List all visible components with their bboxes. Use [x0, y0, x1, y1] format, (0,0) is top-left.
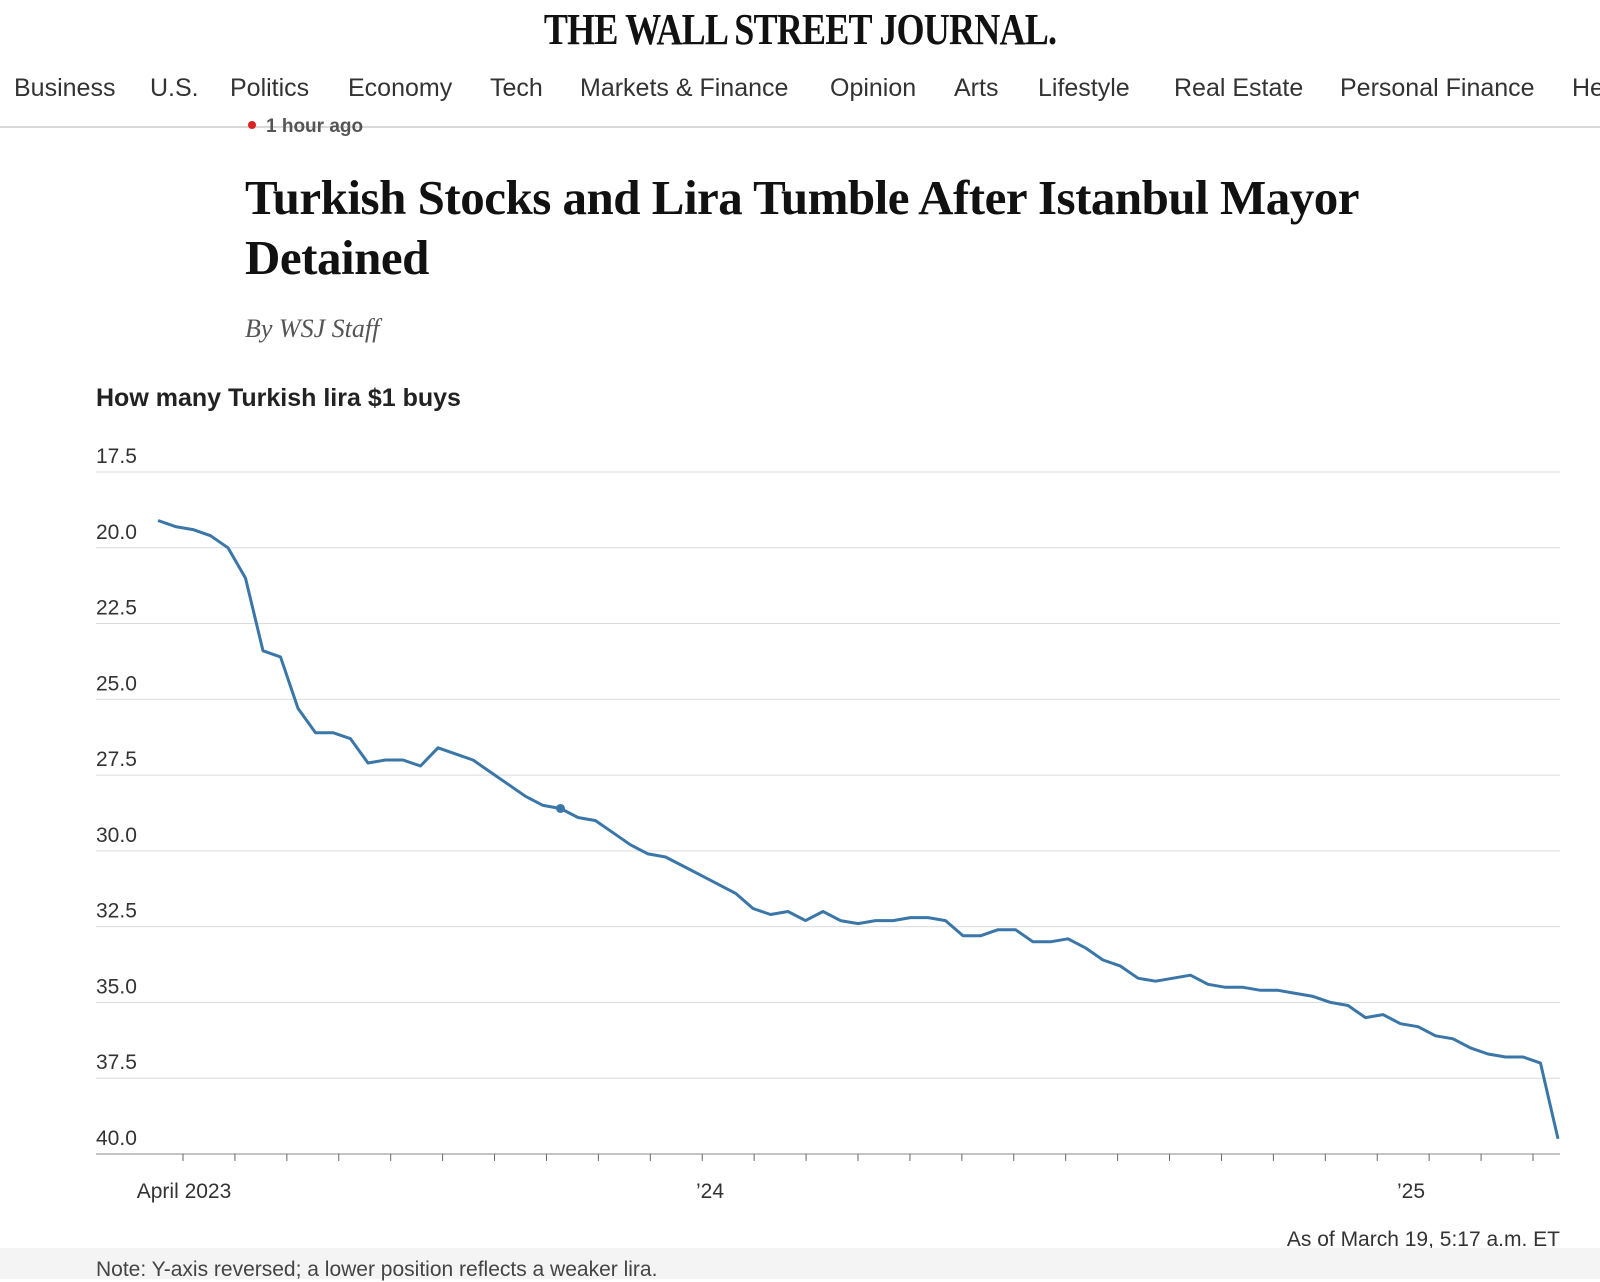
- nav-item-opinion[interactable]: Opinion: [830, 74, 917, 102]
- article-byline: By WSJ Staff: [245, 314, 380, 343]
- nav-item-economy[interactable]: Economy: [348, 74, 453, 102]
- exchange-rate-chart: 17.5 20.0 22.5 25.0 27.5 30.0 32.5 35.0 37.5 40.0…: [96, 445, 1560, 1203]
- nav-item-personal-finance[interactable]: Personal Finance: [1340, 74, 1535, 102]
- nav-item-lifestyle[interactable]: Lifestyle: [1038, 74, 1130, 102]
- article-headline: Turkish Stocks and Lira Tumble After Ist…: [245, 170, 1359, 285]
- nav-item-politics[interactable]: Politics: [230, 74, 310, 102]
- y-tick-label: 35.0: [96, 975, 137, 998]
- chart-title: How many Turkish lira $1 buys: [96, 384, 461, 412]
- live-dot-icon: [248, 120, 256, 129]
- y-tick-label: 27.5: [96, 748, 137, 771]
- y-tick-label: 40.0: [96, 1127, 137, 1150]
- y-tick-label: 22.5: [96, 597, 137, 620]
- x-tick-label: April 2023: [137, 1180, 232, 1203]
- nav-item-markets-finance[interactable]: Markets & Finance: [580, 74, 789, 102]
- nav-item-real-estate[interactable]: Real Estate: [1174, 74, 1304, 102]
- section-nav: Business U.S. Politics Economy Tech Mark…: [0, 68, 1600, 128]
- nav-item-tech[interactable]: Tech: [490, 74, 543, 102]
- y-tick-label: 20.0: [96, 521, 137, 544]
- x-tick-label: ’25: [1397, 1180, 1425, 1203]
- y-tick-label: 30.0: [96, 824, 137, 847]
- timestamp-text: 1 hour ago: [266, 116, 364, 136]
- chart-note: Note: Y-axis reversed; a lower position …: [96, 1258, 658, 1281]
- chart-as-of: As of March 19, 5:17 a.m. ET: [1286, 1228, 1560, 1251]
- highlight-point: [556, 803, 565, 813]
- footer-bar: [0, 1248, 1600, 1279]
- masthead-logo[interactable]: THE WALL STREET JOURNAL.: [543, 5, 1057, 54]
- y-tick-label: 32.5: [96, 900, 137, 923]
- y-tick-label: 25.0: [96, 672, 137, 695]
- y-tick-label: 17.5: [96, 445, 137, 468]
- article-timestamp: 1 hour ago: [248, 116, 363, 136]
- x-tick-label: ’24: [696, 1180, 724, 1203]
- y-tick-label: 37.5: [96, 1051, 137, 1074]
- series-line: [157, 519, 1560, 1140]
- nav-item-arts[interactable]: Arts: [954, 74, 999, 102]
- nav-item-us[interactable]: U.S.: [150, 74, 199, 102]
- nav-item-business[interactable]: Business: [14, 74, 116, 102]
- nav-item-health[interactable]: He: [1572, 74, 1600, 102]
